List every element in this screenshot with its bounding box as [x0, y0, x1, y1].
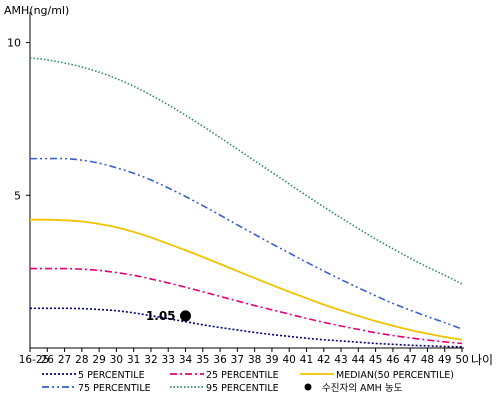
x-tick-label: 26: [41, 354, 55, 366]
patient-amh-point: [180, 310, 192, 322]
legend-label: 25 PERCENTILE: [206, 370, 279, 381]
x-tick-label: 43: [334, 354, 347, 366]
legend-item-75-percentile: 75 PERCENTILE: [42, 383, 151, 394]
legend-label: 5 PERCENTILE: [78, 370, 145, 381]
legend-swatch-dot: [304, 383, 312, 391]
legend-label: 95 PERCENTILE: [206, 383, 279, 394]
legend-item-median-50-percentile: MEDIAN(50 PERCENTILE): [300, 370, 454, 381]
x-tick-label: 16-25: [19, 354, 50, 366]
x-tick-label: 37: [231, 354, 244, 366]
x-tick-label: 46: [386, 354, 400, 366]
x-tick-label: 48: [421, 354, 434, 366]
x-tick-label: 34: [179, 354, 193, 366]
legend-label: MEDIAN(50 PERCENTILE): [336, 370, 454, 381]
series-line-95-percentile: [29, 57, 463, 285]
legend: 5 PERCENTILE 25 PERCENTILE MEDIAN(50 PERCE…: [42, 370, 454, 394]
x-tick-label: 45: [369, 354, 382, 366]
x-tick-label: 44: [352, 354, 366, 366]
x-tick-label: 41: [300, 354, 313, 366]
legend-label: 수진자의 AMH 농도: [322, 383, 403, 394]
x-tick-label: 29: [92, 354, 105, 366]
legend-item-patient-amh: 수진자의 AMH 농도: [304, 383, 403, 394]
x-tick-label: 40: [283, 354, 296, 366]
series-line-median-50-percentile: [29, 218, 463, 341]
patient-amh-value-label: 1.05: [146, 309, 176, 323]
y-tick-label: 5: [14, 189, 21, 202]
x-axis-label: 나이: [471, 353, 493, 367]
y-axis-label: AMH(ng/ml): [4, 4, 69, 17]
x-tick-label: 32: [144, 354, 157, 366]
series-line-5-percentile: [29, 307, 463, 348]
legend-item-5-percentile: 5 PERCENTILE: [42, 370, 145, 381]
series-line-25-percentile: [30, 267, 463, 345]
x-tick-label: 28: [75, 354, 88, 366]
x-tick-label: 38: [248, 354, 261, 366]
x-tick-label: 35: [196, 354, 209, 366]
x-tick-label: 42: [317, 354, 330, 366]
x-tick-label: 50: [455, 354, 468, 366]
x-tick-label: 33: [162, 354, 175, 366]
legend-item-25-percentile: 25 PERCENTILE: [170, 370, 279, 381]
legend-item-95-percentile: 95 PERCENTILE: [170, 383, 279, 394]
y-tick-label: 10: [7, 37, 21, 50]
legend-label: 75 PERCENTILE: [78, 383, 151, 394]
x-tick-label: 49: [438, 354, 451, 366]
x-tick-label: 47: [403, 354, 416, 366]
series-line-75-percentile: [30, 157, 463, 330]
x-tick-label: 31: [127, 354, 140, 366]
x-tick-label: 30: [110, 354, 123, 366]
x-tick-label: 39: [265, 354, 278, 366]
x-tick-label: 36: [213, 354, 227, 366]
x-tick-label: 27: [58, 354, 71, 366]
